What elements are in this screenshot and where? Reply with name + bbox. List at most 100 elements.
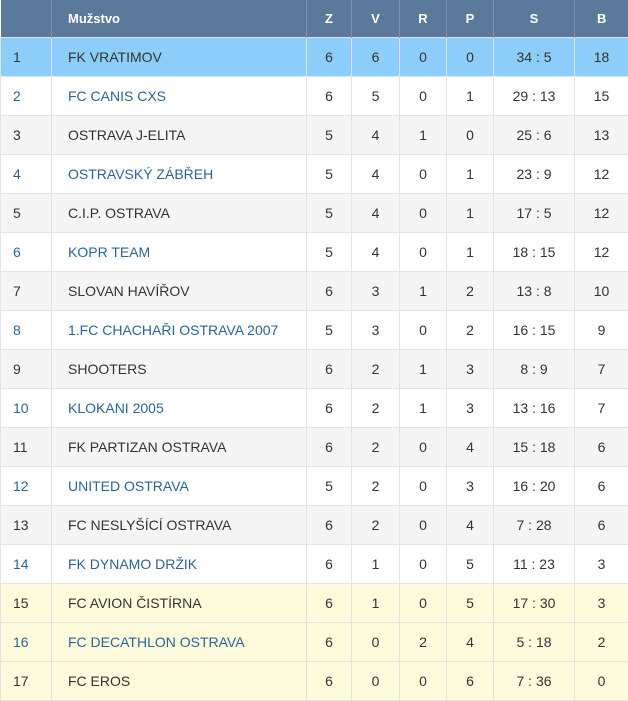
score-cell: 29 : 13 bbox=[494, 77, 575, 116]
position-cell: 10 bbox=[1, 389, 52, 428]
wins-cell: 0 bbox=[352, 662, 400, 701]
wins-cell: 3 bbox=[352, 272, 400, 311]
games-cell: 5 bbox=[307, 155, 352, 194]
wins-cell: 4 bbox=[352, 233, 400, 272]
team-name-link[interactable]: FC CANIS CXS bbox=[52, 77, 307, 116]
points-cell: 18 bbox=[575, 38, 628, 77]
score-cell: 17 : 30 bbox=[494, 584, 575, 623]
games-cell: 6 bbox=[307, 38, 352, 77]
header-wins[interactable]: V bbox=[352, 0, 400, 38]
losses-cell: 4 bbox=[447, 506, 494, 545]
points-cell: 7 bbox=[575, 350, 628, 389]
team-name-link[interactable]: C.I.P. OSTRAVA bbox=[52, 194, 307, 233]
header-games[interactable]: Z bbox=[307, 0, 352, 38]
draws-cell: 0 bbox=[400, 38, 447, 77]
score-cell: 17 : 5 bbox=[494, 194, 575, 233]
losses-cell: 6 bbox=[447, 662, 494, 701]
draws-cell: 1 bbox=[400, 272, 447, 311]
wins-cell: 1 bbox=[352, 584, 400, 623]
points-cell: 12 bbox=[575, 155, 628, 194]
score-cell: 16 : 15 bbox=[494, 311, 575, 350]
draws-cell: 0 bbox=[400, 428, 447, 467]
wins-cell: 2 bbox=[352, 350, 400, 389]
team-name-link[interactable]: OSTRAVA J-ELITA bbox=[52, 116, 307, 155]
position-cell: 2 bbox=[1, 77, 52, 116]
position-cell: 13 bbox=[1, 506, 52, 545]
draws-cell: 0 bbox=[400, 545, 447, 584]
position-cell: 4 bbox=[1, 155, 52, 194]
team-name-link[interactable]: SLOVAN HAVÍŘOV bbox=[52, 272, 307, 311]
games-cell: 6 bbox=[307, 545, 352, 584]
points-cell: 13 bbox=[575, 116, 628, 155]
games-cell: 5 bbox=[307, 116, 352, 155]
points-cell: 0 bbox=[575, 662, 628, 701]
team-name-link[interactable]: FK PARTIZAN OSTRAVA bbox=[52, 428, 307, 467]
team-name-link[interactable]: KOPR TEAM bbox=[52, 233, 307, 272]
team-name-link[interactable]: FC NESLYŠÍCÍ OSTRAVA bbox=[52, 506, 307, 545]
score-cell: 8 : 9 bbox=[494, 350, 575, 389]
wins-cell: 2 bbox=[352, 389, 400, 428]
header-draws[interactable]: R bbox=[400, 0, 447, 38]
wins-cell: 4 bbox=[352, 194, 400, 233]
wins-cell: 0 bbox=[352, 623, 400, 662]
header-points[interactable]: B bbox=[575, 0, 628, 38]
header-row: Mužstvo Z V R P S B bbox=[1, 0, 628, 38]
wins-cell: 1 bbox=[352, 545, 400, 584]
points-cell: 6 bbox=[575, 428, 628, 467]
draws-cell: 0 bbox=[400, 584, 447, 623]
losses-cell: 5 bbox=[447, 584, 494, 623]
team-name-link[interactable]: FK VRATIMOV bbox=[52, 38, 307, 77]
header-score[interactable]: S bbox=[494, 0, 575, 38]
team-name-link[interactable]: KLOKANI 2005 bbox=[52, 389, 307, 428]
team-name-link[interactable]: FK DYNAMO DRŽIK bbox=[52, 545, 307, 584]
team-name-link[interactable]: FC DECATHLON OSTRAVA bbox=[52, 623, 307, 662]
draws-cell: 0 bbox=[400, 155, 447, 194]
points-cell: 2 bbox=[575, 623, 628, 662]
team-name-link[interactable]: 1.FC CHACHAŘI OSTRAVA 2007 bbox=[52, 311, 307, 350]
position-cell: 14 bbox=[1, 545, 52, 584]
games-cell: 6 bbox=[307, 506, 352, 545]
points-cell: 10 bbox=[575, 272, 628, 311]
points-cell: 7 bbox=[575, 389, 628, 428]
header-team[interactable]: Mužstvo bbox=[52, 0, 307, 38]
draws-cell: 2 bbox=[400, 623, 447, 662]
team-name-link[interactable]: UNITED OSTRAVA bbox=[52, 467, 307, 506]
games-cell: 6 bbox=[307, 77, 352, 116]
team-name-link[interactable]: FC EROS bbox=[52, 662, 307, 701]
score-cell: 18 : 15 bbox=[494, 233, 575, 272]
draws-cell: 0 bbox=[400, 77, 447, 116]
position-cell: 6 bbox=[1, 233, 52, 272]
points-cell: 3 bbox=[575, 584, 628, 623]
losses-cell: 4 bbox=[447, 623, 494, 662]
wins-cell: 5 bbox=[352, 77, 400, 116]
draws-cell: 1 bbox=[400, 116, 447, 155]
team-name-link[interactable]: OSTRAVSKÝ ZÁBŘEH bbox=[52, 155, 307, 194]
draws-cell: 0 bbox=[400, 467, 447, 506]
points-cell: 6 bbox=[575, 506, 628, 545]
wins-cell: 3 bbox=[352, 311, 400, 350]
games-cell: 6 bbox=[307, 389, 352, 428]
points-cell: 3 bbox=[575, 545, 628, 584]
score-cell: 15 : 18 bbox=[494, 428, 575, 467]
games-cell: 5 bbox=[307, 194, 352, 233]
team-name-link[interactable]: SHOOTERS bbox=[52, 350, 307, 389]
draws-cell: 0 bbox=[400, 311, 447, 350]
losses-cell: 3 bbox=[447, 350, 494, 389]
wins-cell: 2 bbox=[352, 428, 400, 467]
team-name-link[interactable]: FC AVION ČISTÍRNA bbox=[52, 584, 307, 623]
losses-cell: 1 bbox=[447, 233, 494, 272]
score-cell: 23 : 9 bbox=[494, 155, 575, 194]
losses-cell: 1 bbox=[447, 155, 494, 194]
header-losses[interactable]: P bbox=[447, 0, 494, 38]
position-cell: 1 bbox=[1, 38, 52, 77]
